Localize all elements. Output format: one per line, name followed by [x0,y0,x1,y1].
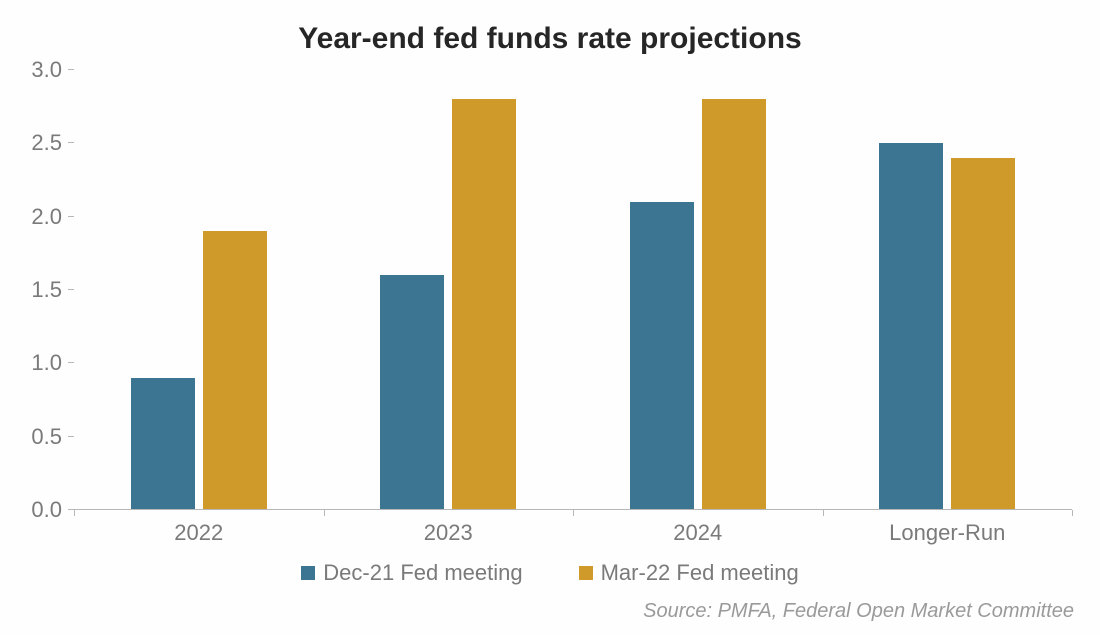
bar [131,378,195,510]
bar [203,231,267,510]
y-tick-label: 0.5 [31,424,62,450]
bar [702,99,766,510]
legend-item: Mar-22 Fed meeting [579,560,799,586]
y-tick-label: 0.0 [31,497,62,523]
legend-swatch [301,566,315,580]
chart-container: Year-end fed funds rate projections 0.00… [0,0,1100,635]
x-tick-mark [324,510,325,516]
y-tick-label: 1.0 [31,350,62,376]
y-tick-label: 2.5 [31,130,62,156]
legend-item: Dec-21 Fed meeting [301,560,522,586]
x-axis-labels: 202220232024Longer-Run [74,520,1072,546]
bar [630,202,694,510]
x-tick-mark [573,510,574,516]
legend-label: Mar-22 Fed meeting [601,560,799,586]
x-tick-mark [74,510,75,516]
bar-groups [74,70,1072,510]
y-tick-label: 1.5 [31,277,62,303]
bar [380,275,444,510]
y-tick-label: 2.0 [31,204,62,230]
x-axis-label: Longer-Run [823,520,1073,546]
plot-area: 0.00.51.01.52.02.53.0 [74,70,1072,510]
bar-group [324,70,574,510]
x-tick-mark [823,510,824,516]
legend-swatch [579,566,593,580]
bar-group [74,70,324,510]
bar [452,99,516,510]
legend: Dec-21 Fed meeting Mar-22 Fed meeting [18,560,1082,586]
x-axis-label: 2023 [324,520,574,546]
chart-title: Year-end fed funds rate projections [18,22,1082,56]
x-axis-label: 2024 [573,520,823,546]
x-axis-label: 2022 [74,520,324,546]
chart-source: Source: PMFA, Federal Open Market Commit… [18,600,1082,623]
y-axis-labels: 0.00.51.01.52.02.53.0 [18,70,66,510]
bar [879,143,943,510]
bar [951,158,1015,510]
legend-label: Dec-21 Fed meeting [323,560,522,586]
bar-group [573,70,823,510]
y-tick-label: 3.0 [31,57,62,83]
x-tick-mark [1072,510,1073,516]
bar-group [823,70,1073,510]
